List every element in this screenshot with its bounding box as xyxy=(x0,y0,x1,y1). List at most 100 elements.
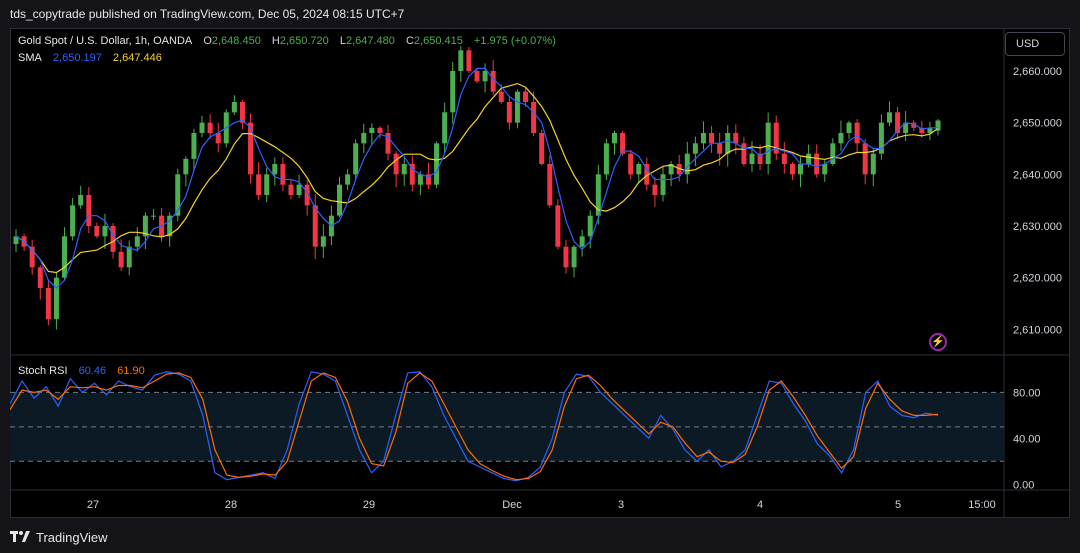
stoch-label: Stoch RSI xyxy=(18,365,68,377)
candle-body xyxy=(919,127,925,133)
candle-body xyxy=(563,246,569,268)
candle-body xyxy=(579,236,585,247)
candle-body xyxy=(458,50,464,71)
footer: TradingView xyxy=(10,527,108,547)
candle-body xyxy=(45,288,51,319)
candle-body xyxy=(886,112,892,123)
candle-body xyxy=(700,133,706,144)
candle-body xyxy=(652,184,658,195)
candle-body xyxy=(110,226,116,252)
candle-body xyxy=(239,102,245,123)
candle-body xyxy=(709,133,715,144)
stoch-d-value: 61.90 xyxy=(117,365,145,377)
candle-body xyxy=(304,184,310,206)
candle-body xyxy=(741,143,747,164)
candle-body xyxy=(345,174,351,185)
chart-svg[interactable]: 2,660.000 2,650.000 2,640.000 2,630.000 2,62… xyxy=(10,28,1070,518)
candle-body xyxy=(29,246,35,268)
time-tick-label: 4 xyxy=(757,499,763,511)
candle-body xyxy=(603,143,609,175)
candle-body xyxy=(385,133,391,154)
candle-body xyxy=(312,205,318,247)
candle-body xyxy=(62,236,68,278)
candle-body xyxy=(175,174,181,216)
candle-body xyxy=(53,277,59,319)
candle-body xyxy=(482,71,488,82)
candle-body xyxy=(207,122,213,133)
candle-body xyxy=(248,122,254,175)
time-tick-label: Dec xyxy=(502,499,522,511)
candle-body xyxy=(102,226,108,237)
candle-body xyxy=(757,153,763,164)
candle-body xyxy=(692,143,698,154)
candle-body xyxy=(806,153,812,164)
candle-body xyxy=(822,164,828,175)
candle-body xyxy=(126,246,132,268)
publish-info: tds_copytrade published on TradingView.c… xyxy=(10,7,405,21)
candle-body xyxy=(765,122,771,164)
tradingview-logo-icon xyxy=(10,531,30,542)
lightning-icon[interactable]: ⚡ xyxy=(929,333,947,351)
candle-body xyxy=(636,164,642,175)
candle-body xyxy=(878,122,884,154)
candle-body xyxy=(13,236,19,245)
currency-button[interactable]: USD xyxy=(1005,32,1065,56)
candle-body xyxy=(498,91,504,102)
sma-slow-value: 2,647.446 xyxy=(112,52,162,64)
candle-body xyxy=(167,215,173,237)
candle-body xyxy=(749,153,755,164)
candle-body xyxy=(814,153,820,175)
sma-legend: SMA 2,650.197 2,647.446 xyxy=(18,52,164,64)
candle-body xyxy=(684,153,690,175)
price-tick-label: 2,610.000 xyxy=(1013,324,1062,336)
candle-body xyxy=(523,91,529,102)
candle-body xyxy=(895,112,901,133)
candle-body xyxy=(668,164,674,175)
candle-body xyxy=(935,120,941,131)
low-label: L xyxy=(339,35,346,47)
candle-body xyxy=(830,143,836,164)
candle-body xyxy=(86,195,92,226)
stoch-legend: Stoch RSI 60.46 61.90 xyxy=(18,365,147,377)
candle-body xyxy=(280,164,286,185)
symbol-title: Gold Spot / U.S. Dollar, 1h, OANDA xyxy=(18,35,193,47)
time-tick-label: 3 xyxy=(618,499,624,511)
candle-body xyxy=(256,174,262,195)
candle-body xyxy=(903,122,909,133)
candle-body xyxy=(264,174,270,195)
candle-body xyxy=(272,164,278,175)
stoch-k-value: 60.46 xyxy=(78,365,107,377)
candle-body xyxy=(377,127,383,133)
candle-body xyxy=(183,158,189,175)
high-value: 2,650.720 xyxy=(279,35,329,47)
open-value: 2,648.450 xyxy=(211,35,261,47)
candle-body xyxy=(401,164,407,175)
price-tick-label: 2,630.000 xyxy=(1013,221,1062,233)
candle-body xyxy=(369,127,375,133)
candle-body xyxy=(288,184,294,195)
candle-body xyxy=(417,174,423,185)
price-tick-label: 2,620.000 xyxy=(1013,273,1062,285)
candle-body xyxy=(798,164,804,175)
close-value: 2,650.415 xyxy=(413,35,463,47)
price-tick-label: 2,660.000 xyxy=(1013,66,1062,78)
candle-body xyxy=(862,143,868,175)
stoch-tick-label: 0.00 xyxy=(1013,479,1034,491)
candle-body xyxy=(644,164,650,185)
candle-body xyxy=(134,236,140,247)
change-value: +1.975 (+0.07%) xyxy=(473,35,556,47)
stoch-d-line xyxy=(10,372,939,481)
candle-body xyxy=(927,127,933,133)
sma-slow-line xyxy=(15,82,939,274)
candle-body xyxy=(199,122,205,133)
price-tick-label: 2,650.000 xyxy=(1013,118,1062,130)
candle-body xyxy=(555,205,561,247)
sma-fast-value: 2,650.197 xyxy=(52,52,102,64)
candle-body xyxy=(466,50,472,71)
candle-body xyxy=(320,236,326,247)
candle-body xyxy=(620,133,626,154)
candle-body xyxy=(78,195,84,206)
time-tick-label: 29 xyxy=(363,499,375,511)
open-label: O xyxy=(203,35,212,47)
candle-body xyxy=(531,102,537,133)
